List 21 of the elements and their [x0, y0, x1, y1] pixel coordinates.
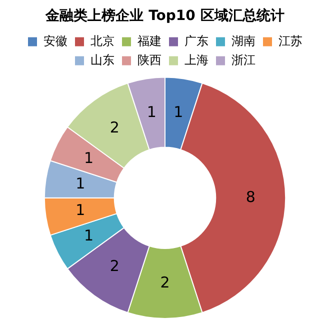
legend-label: 广东	[184, 34, 208, 48]
legend-label: 上海	[184, 52, 208, 67]
data-label: 1	[146, 103, 156, 122]
legend-label: 北京	[90, 34, 114, 48]
legend-label: 江苏	[278, 34, 302, 48]
data-label: 2	[160, 273, 170, 292]
chart-title: 金融类上榜企业 Top10 区域汇总统计	[44, 7, 284, 24]
data-label: 1	[84, 148, 94, 167]
legend-label: 陕西	[138, 52, 162, 67]
data-label: 1	[84, 226, 94, 245]
legend-label: 浙江	[232, 52, 256, 67]
data-label: 1	[76, 201, 86, 220]
data-label: 1	[76, 174, 86, 192]
data-label: 2	[110, 118, 120, 137]
legend-label: 安徽	[44, 34, 68, 48]
legend-label: 山东	[90, 52, 114, 67]
data-label: 2	[110, 257, 120, 276]
data-label: 8	[246, 188, 256, 206]
data-label: 1	[174, 103, 184, 122]
legend-label: 福建	[138, 34, 162, 48]
legend-label: 湖南	[232, 34, 256, 48]
